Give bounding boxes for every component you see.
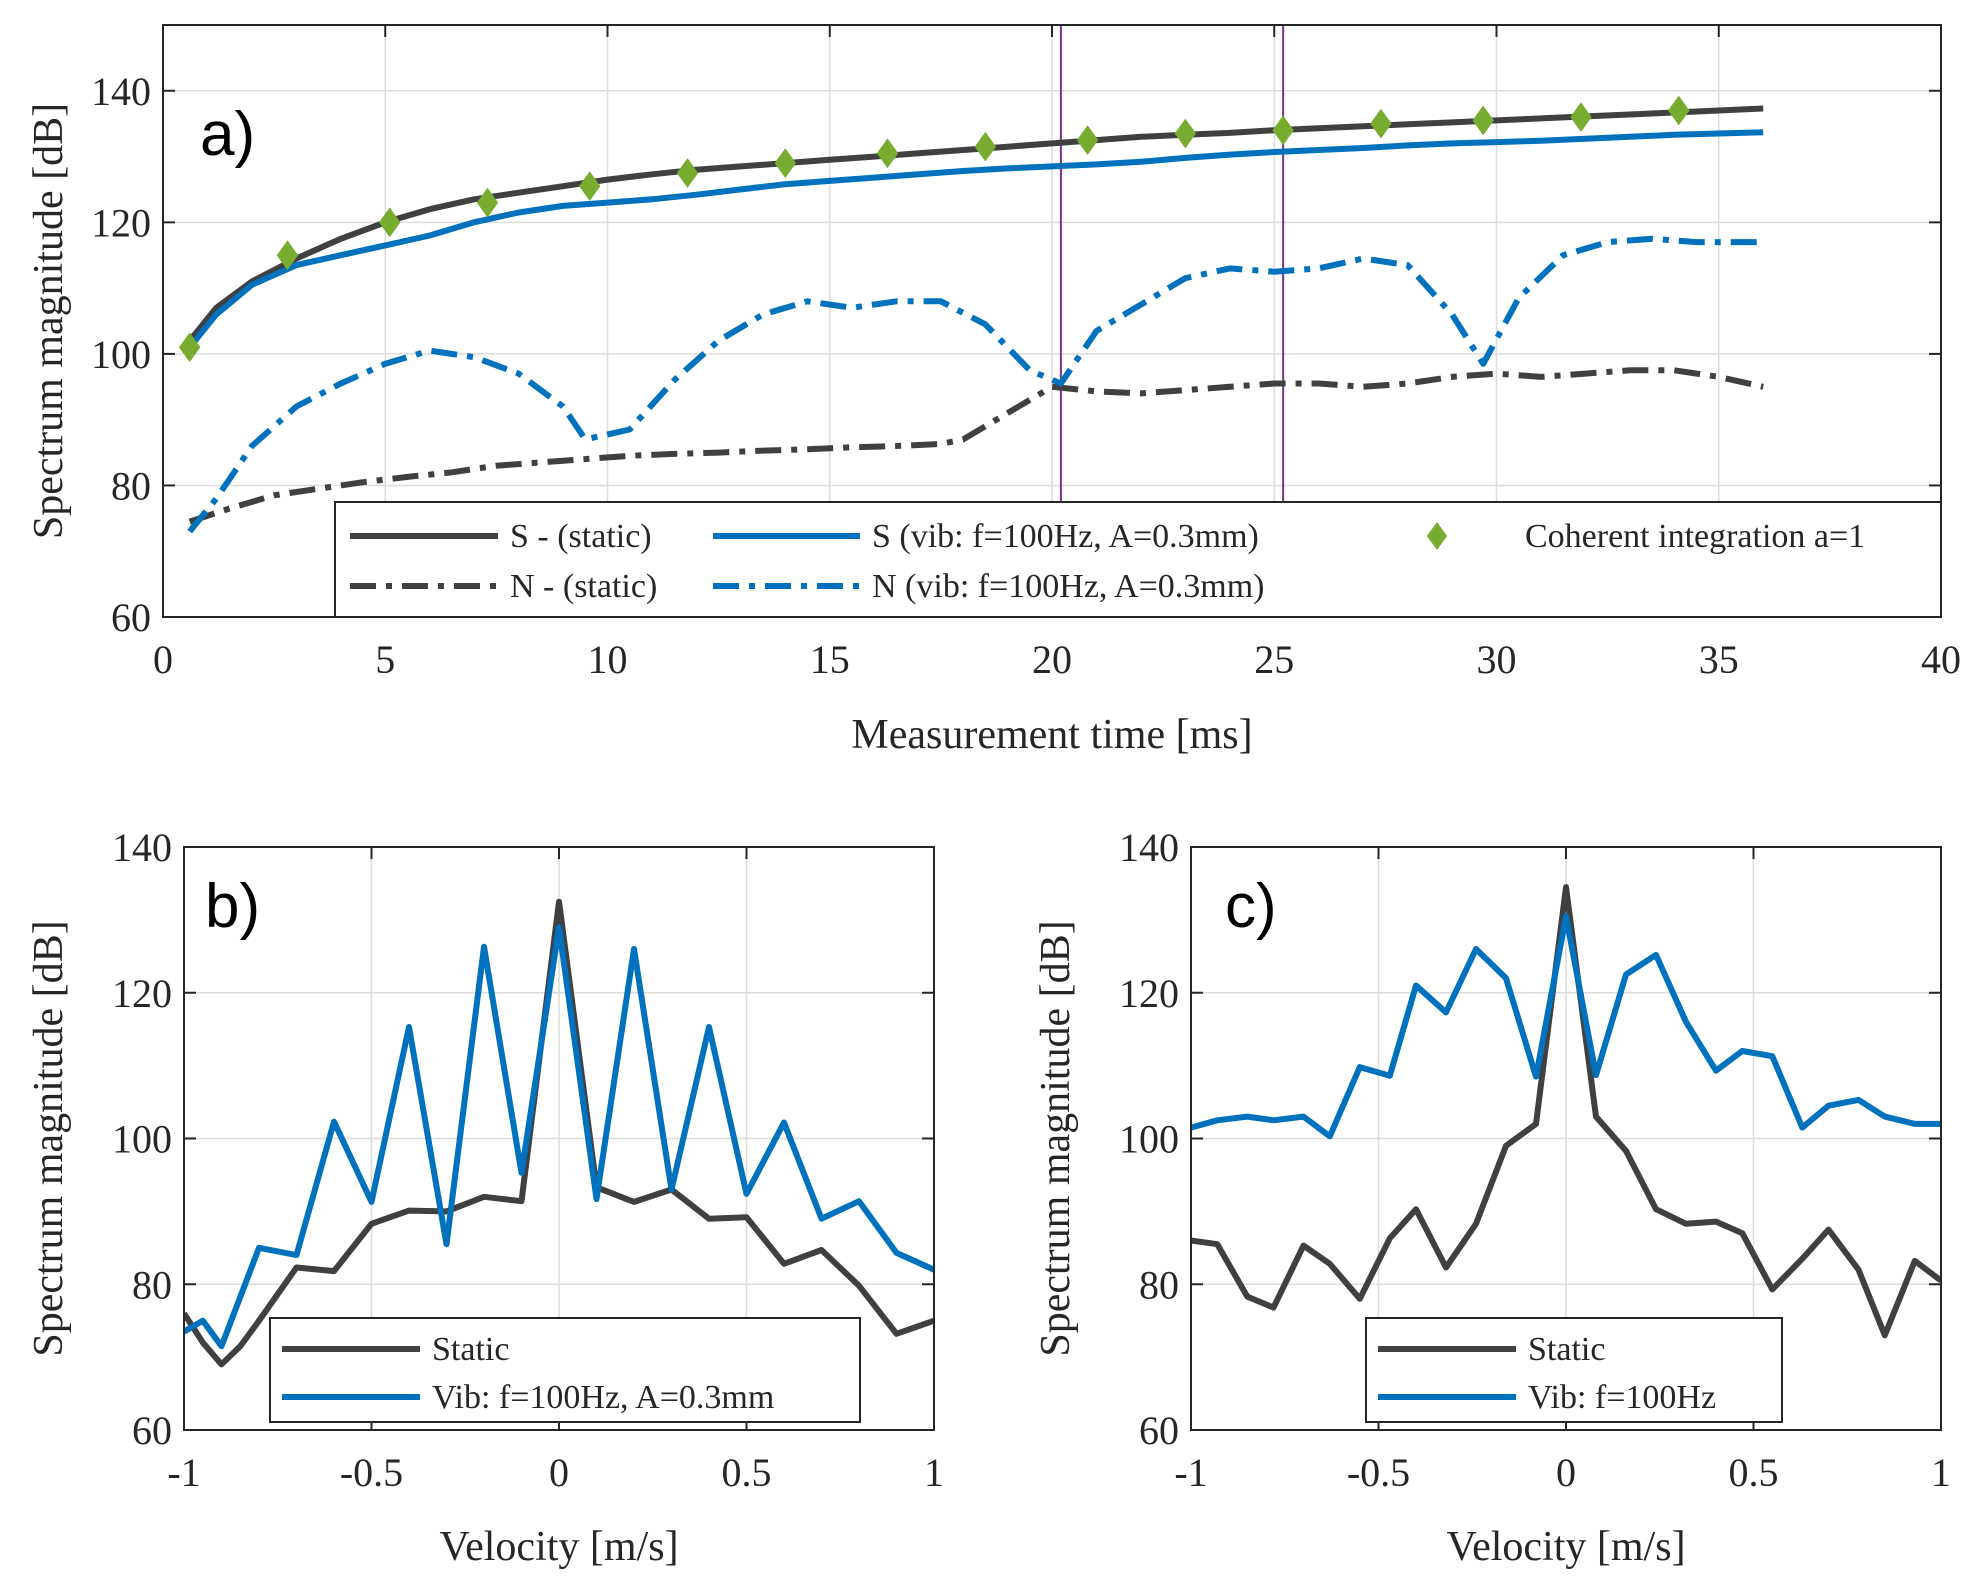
coherent-marker [774,148,796,178]
legend-label-vib-b: Vib: f=100Hz, A=0.3mm [432,1379,774,1416]
coherent-marker [1370,108,1392,139]
chart-panel-a: 0 5 10 15 20 25 30 35 40 60 80 100 120 140 a) Measure… [26,24,1961,758]
x-axis-label-c: Velocity [m/s] [1446,1524,1685,1570]
series-group [1191,884,1941,1339]
coherent-marker [1174,118,1197,149]
y-tick-label: 60 [1139,1408,1179,1453]
series-line-3 [187,235,1764,534]
y-axis-label-c: Spectrum magnitude [dB] [1033,920,1079,1356]
coherent-marker [276,240,299,271]
plot-area-b [184,898,934,1368]
series-line-0 [184,898,934,1368]
x-tick-label: -1 [1174,1450,1207,1495]
coherent-marker [1570,102,1592,132]
legend-box-a [334,501,1942,618]
series-line-1 [184,924,934,1350]
x-tick-label: -0.5 [1347,1450,1410,1495]
y-tick-label: 80 [132,1262,172,1307]
panel-label-a: a) [200,100,255,169]
x-tick-label: 0.5 [722,1450,772,1495]
legend-marker-coherent [1426,522,1448,550]
y-tick-label: 120 [91,200,151,245]
series-line-1 [1191,913,1941,1140]
y-tick-label: 80 [1139,1262,1179,1307]
coherent-marker [178,332,201,363]
y-axis-label-a: Spectrum magnitude [dB] [26,103,72,539]
panel-label-b: b) [205,872,260,941]
legend-label-s-static: S - (static) [510,518,652,555]
coherent-marker [378,207,401,238]
coherent-marker [476,187,499,218]
coherent-marker [579,171,601,202]
x-tick-label: 40 [1921,637,1961,682]
y-tick-label: 140 [91,69,151,114]
series-line-0 [1191,884,1941,1339]
series-line-0 [187,105,1764,343]
x-tick-label: 5 [375,637,395,682]
plot-area-a [178,25,1764,617]
x-axis-label-b: Velocity [m/s] [439,1524,678,1570]
series-line-1 [187,129,1764,350]
y-tick-label: 100 [112,1117,172,1162]
legend-c: Static Vib: f=100Hz [1365,1317,1783,1423]
x-tick-label: 15 [810,637,850,682]
plot-area-c [1191,884,1941,1339]
x-tick-label: 35 [1699,637,1739,682]
legend-label-static-b: Static [432,1331,509,1368]
y-tick-label: 140 [112,825,172,870]
y-tick-label: 100 [91,332,151,377]
y-tick-label: 60 [111,595,151,640]
x-tick-label: 0 [153,637,173,682]
grid-a [163,25,1941,617]
x-tick-label: 1 [924,1450,944,1495]
x-tick-label: -1 [167,1450,200,1495]
coherent-marker [1272,115,1294,146]
x-tick-label: 10 [588,637,628,682]
x-tick-label: 1 [1931,1450,1951,1495]
x-tick-label: 30 [1477,637,1517,682]
legend-label-vib-c: Vib: f=100Hz [1528,1379,1716,1416]
y-tick-label: 120 [1119,971,1179,1016]
legend-box-b [269,1317,861,1423]
y-tick-label: 100 [1119,1117,1179,1162]
series-group [178,25,1764,617]
y-tick-label: 80 [111,463,151,508]
series-line-2 [188,367,1764,525]
legend-label-s-vib: S (vib: f=100Hz, A=0.3mm) [872,518,1259,555]
coherent-marker [974,131,997,162]
coherent-marker [876,138,899,169]
x-axis-label-a: Measurement time [ms] [851,712,1252,758]
coherent-marker [1076,125,1099,155]
x-tick-label: 20 [1032,637,1072,682]
legend-label-n-vib: N (vib: f=100Hz, A=0.3mm) [872,568,1264,605]
chart-panel-b: -1 -0.5 0 0.5 1 60 80 100 120 140 b) Velocity [m/… [26,825,944,1570]
legend-label-n-static: N - (static) [510,568,657,605]
ticks-a: 0 5 10 15 20 25 30 35 40 60 80 100 120 140 [91,25,1961,682]
coherent-marker [676,158,699,188]
legend-label-static-c: Static [1528,1331,1605,1368]
legend-a: S - (static) S (vib: f=100Hz, A=0.3mm) N… [334,501,1942,618]
coherent-marker [1668,95,1690,126]
legend-b: Static Vib: f=100Hz, A=0.3mm [269,1317,861,1423]
y-tick-label: 120 [112,971,172,1016]
legend-box-c [1365,1317,1783,1423]
series-group [184,898,934,1368]
y-axis-label-b: Spectrum magnitude [dB] [26,920,72,1356]
x-tick-label: 0 [549,1450,569,1495]
coherent-marker [1472,105,1494,136]
ticks-c: -1 -0.5 0 0.5 1 60 80 100 120 140 [1119,825,1951,1495]
x-tick-label: 25 [1254,637,1294,682]
y-tick-label: 140 [1119,825,1179,870]
ticks-b: -1 -0.5 0 0.5 1 60 80 100 120 140 [112,825,944,1495]
x-tick-label: 0 [1556,1450,1576,1495]
x-tick-label: 0.5 [1729,1450,1779,1495]
panel-label-c: c) [1225,872,1277,941]
y-tick-label: 60 [132,1408,172,1453]
chart-panel-c: -1 -0.5 0 0.5 1 60 80 100 120 140 c) Velocity [m/… [1033,825,1951,1570]
legend-label-coherent: Coherent integration a=1 [1525,518,1865,555]
x-tick-label: -0.5 [340,1450,403,1495]
